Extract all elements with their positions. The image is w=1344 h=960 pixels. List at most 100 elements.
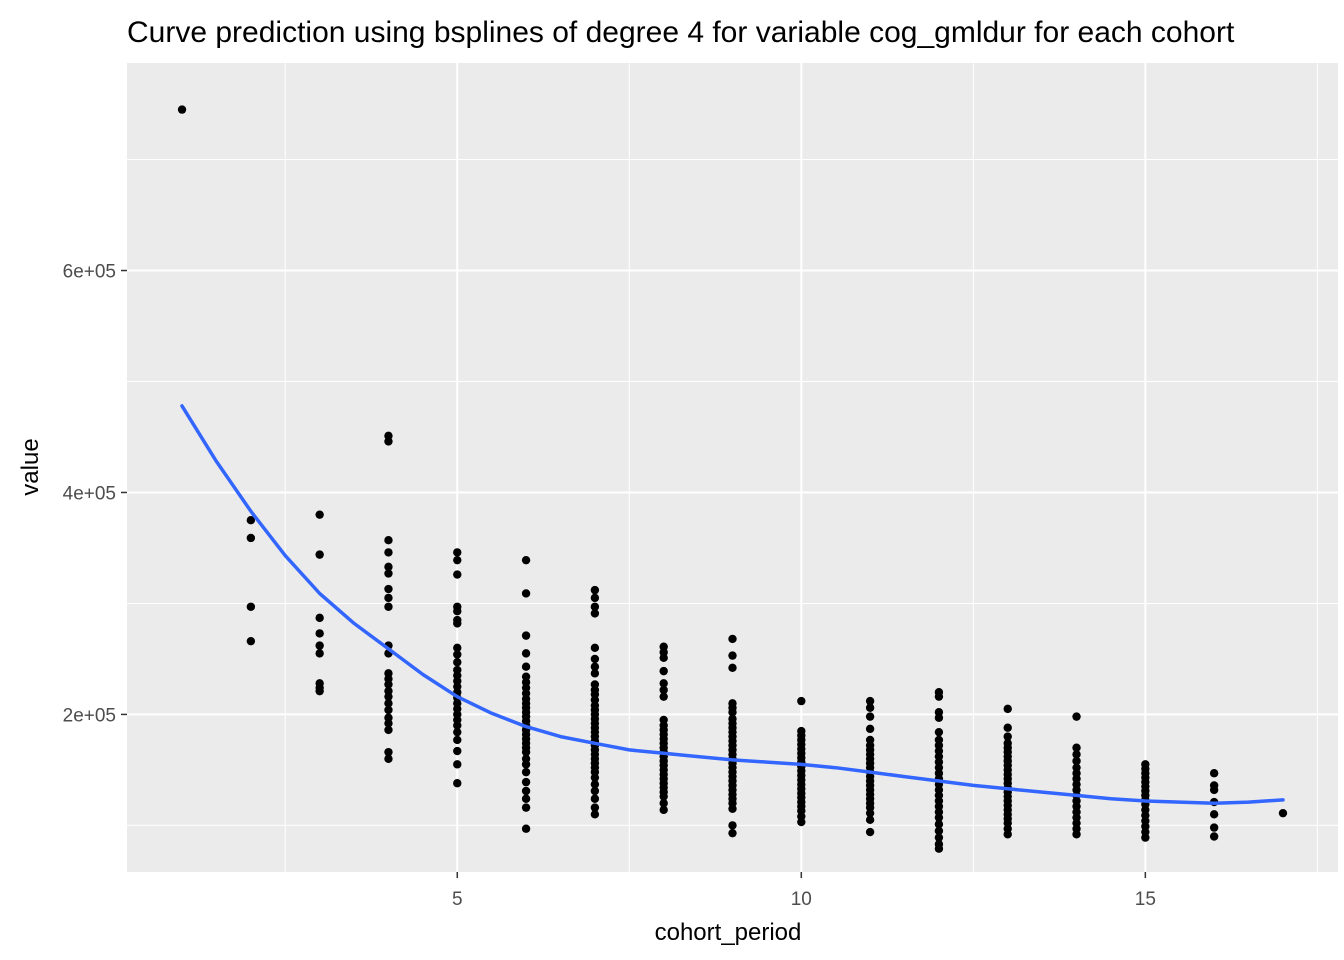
data-point <box>315 641 324 650</box>
data-point <box>1209 769 1219 778</box>
data-point <box>1003 723 1012 732</box>
data-point <box>728 651 737 660</box>
data-point <box>1209 785 1219 795</box>
data-point <box>246 533 256 543</box>
data-point <box>590 643 600 653</box>
data-point <box>521 794 531 803</box>
data-point <box>728 828 737 838</box>
data-point <box>384 584 393 594</box>
data-point <box>315 550 324 559</box>
data-point <box>1209 810 1219 819</box>
data-point <box>521 760 531 769</box>
data-point <box>1209 823 1219 832</box>
data-point <box>1072 712 1081 721</box>
x-axis-title: cohort_period <box>655 919 802 946</box>
x-tick-label: 10 <box>791 889 812 910</box>
data-point <box>659 692 668 701</box>
data-point <box>590 602 600 611</box>
data-point <box>934 826 944 836</box>
data-point <box>384 719 393 728</box>
data-point <box>865 808 875 818</box>
data-point <box>315 686 324 696</box>
data-point <box>1003 704 1012 714</box>
data-point <box>384 569 393 578</box>
curve-layer <box>180 404 1285 805</box>
data-point <box>453 727 462 737</box>
data-point <box>590 593 600 603</box>
data-point <box>453 607 462 616</box>
data-point <box>590 669 600 678</box>
grid-minor <box>127 63 1338 872</box>
x-axis: 5 10 15 <box>452 872 1156 910</box>
data-point <box>1003 732 1012 741</box>
data-point <box>659 653 668 663</box>
data-point <box>728 663 737 673</box>
data-point <box>1141 833 1150 842</box>
data-point <box>315 649 324 658</box>
data-point <box>934 833 944 842</box>
data-point <box>453 643 462 653</box>
data-point <box>934 727 944 737</box>
data-point <box>659 679 668 688</box>
data-point <box>728 804 737 813</box>
data-point <box>315 510 324 519</box>
data-point <box>384 754 393 764</box>
data-point <box>453 570 462 579</box>
data-point <box>590 654 600 664</box>
data-point <box>521 662 531 671</box>
data-point <box>384 548 393 557</box>
data-point <box>865 703 875 712</box>
data-point <box>521 631 531 640</box>
data-point <box>659 792 668 801</box>
data-point <box>246 516 256 525</box>
data-point <box>590 585 600 595</box>
data-point <box>728 821 737 830</box>
x-tick-label: 15 <box>1135 889 1156 910</box>
data-point <box>453 721 462 730</box>
data-point <box>453 735 462 745</box>
data-point <box>315 613 324 623</box>
data-point <box>934 713 944 722</box>
data-point <box>384 437 393 446</box>
data-point <box>797 817 806 827</box>
data-point <box>865 712 875 721</box>
data-point <box>521 747 531 757</box>
data-point <box>315 629 324 638</box>
data-point <box>797 696 806 706</box>
data-point <box>384 747 393 757</box>
data-point <box>453 619 462 628</box>
data-point <box>865 724 875 734</box>
data-point <box>453 548 462 557</box>
data-point <box>521 777 531 787</box>
data-point <box>453 658 462 667</box>
data-point <box>384 725 393 735</box>
data-point <box>1072 756 1081 766</box>
data-point <box>384 699 393 708</box>
data-point <box>453 746 462 756</box>
data-point <box>1072 750 1081 759</box>
data-point <box>521 649 531 658</box>
data-point <box>934 844 944 853</box>
data-point <box>521 767 531 777</box>
data-point <box>728 634 737 644</box>
data-point <box>453 760 462 769</box>
data-point <box>590 773 600 782</box>
data-point <box>521 555 531 565</box>
data-point <box>865 696 875 706</box>
data-point <box>590 609 600 618</box>
y-tick-label: 6e+05 <box>63 262 116 283</box>
data-point <box>590 794 600 803</box>
data-point <box>453 650 462 659</box>
data-point <box>728 707 737 717</box>
data-point <box>384 535 393 545</box>
data-point <box>384 692 393 701</box>
y-axis-title: value <box>17 438 44 495</box>
data-point <box>384 562 393 572</box>
data-point <box>453 779 462 788</box>
data-point <box>934 820 944 829</box>
data-point <box>1072 830 1081 839</box>
data-point <box>659 805 668 815</box>
data-point <box>934 813 944 822</box>
bspline-curve <box>180 404 1285 805</box>
